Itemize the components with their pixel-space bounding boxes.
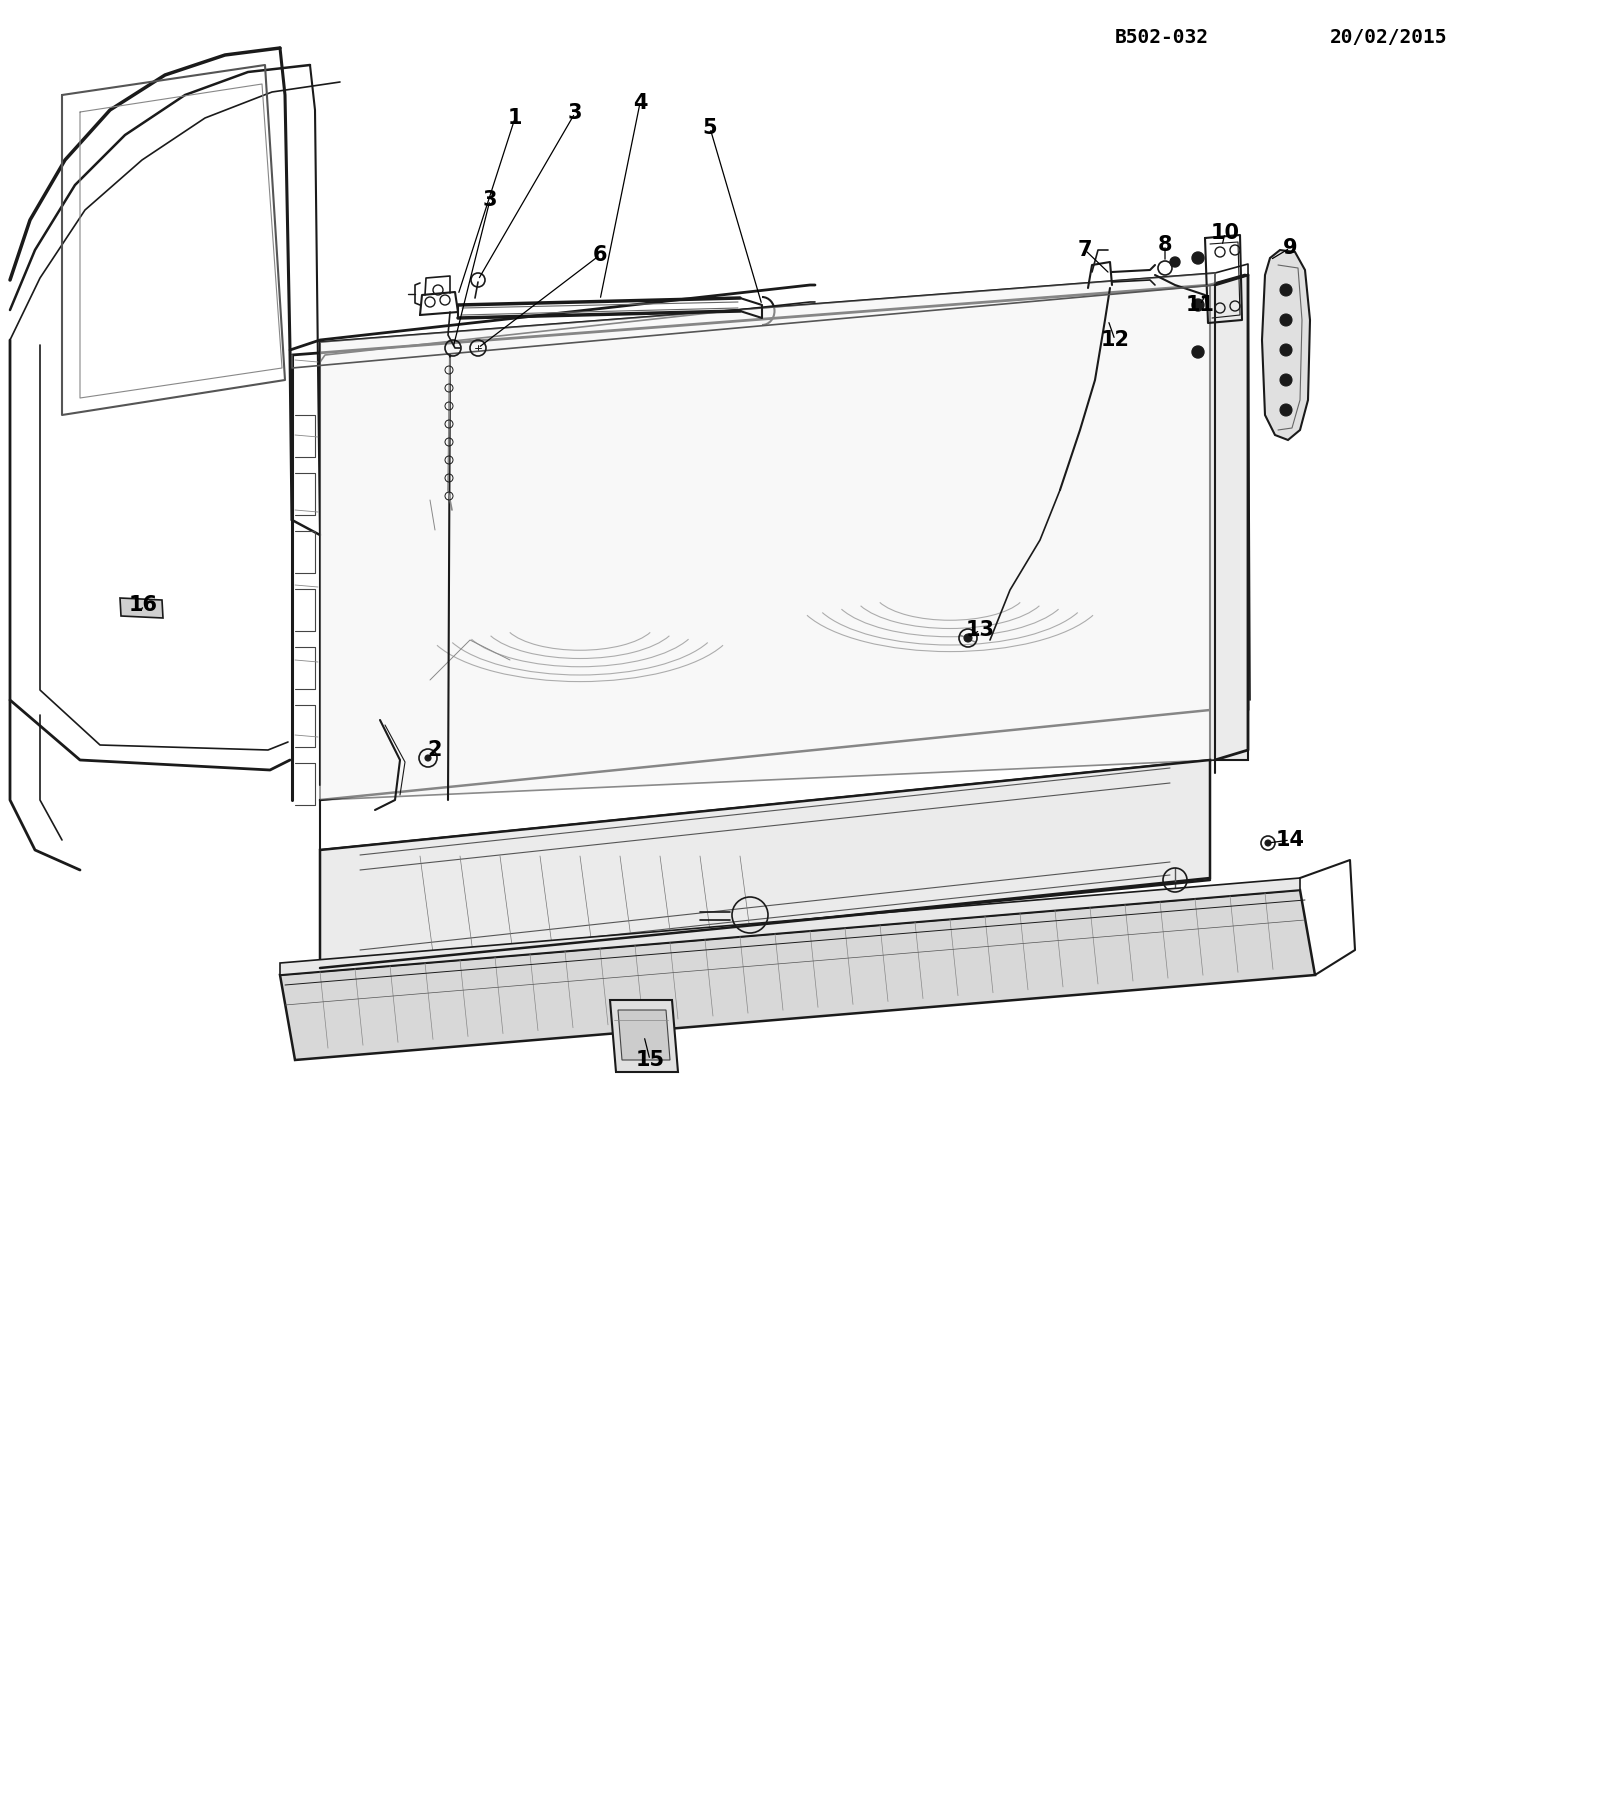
- Text: 14: 14: [1275, 830, 1304, 850]
- Text: 10: 10: [1211, 223, 1240, 243]
- Text: 11: 11: [1186, 296, 1214, 315]
- Text: 8: 8: [1158, 236, 1173, 256]
- Polygon shape: [320, 274, 1214, 800]
- Text: 12: 12: [1101, 330, 1130, 350]
- Text: 16: 16: [128, 595, 157, 615]
- Text: 13: 13: [965, 620, 995, 640]
- Circle shape: [963, 635, 973, 642]
- Text: 15: 15: [635, 1050, 664, 1070]
- Text: 3: 3: [568, 103, 582, 123]
- Polygon shape: [280, 877, 1299, 975]
- Text: 20/02/2015: 20/02/2015: [1330, 27, 1448, 47]
- Polygon shape: [280, 890, 1315, 1061]
- Circle shape: [1280, 373, 1293, 386]
- Polygon shape: [120, 598, 163, 618]
- Text: 9: 9: [1283, 238, 1298, 257]
- Polygon shape: [618, 1010, 670, 1061]
- Text: 4: 4: [632, 92, 648, 112]
- Polygon shape: [1262, 250, 1310, 441]
- Circle shape: [1280, 344, 1293, 355]
- Polygon shape: [1210, 276, 1248, 760]
- Circle shape: [1170, 257, 1181, 267]
- Text: 7: 7: [1078, 239, 1093, 259]
- Text: 1: 1: [507, 109, 522, 129]
- Text: 5: 5: [702, 118, 717, 138]
- Text: 6: 6: [592, 245, 608, 265]
- Circle shape: [1280, 285, 1293, 296]
- Polygon shape: [610, 1001, 678, 1071]
- Circle shape: [1192, 299, 1205, 312]
- Circle shape: [1280, 314, 1293, 326]
- Circle shape: [1192, 252, 1205, 265]
- Text: 3: 3: [483, 190, 498, 210]
- Polygon shape: [320, 760, 1210, 970]
- Circle shape: [1280, 404, 1293, 415]
- Text: 2: 2: [427, 740, 442, 760]
- Circle shape: [426, 754, 430, 761]
- Circle shape: [1192, 346, 1205, 357]
- Circle shape: [1266, 839, 1270, 847]
- Text: B502-032: B502-032: [1115, 27, 1210, 47]
